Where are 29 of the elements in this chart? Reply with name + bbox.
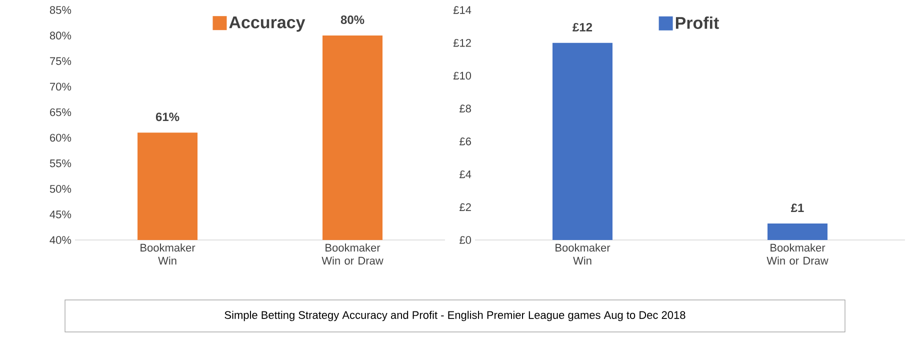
x-tick-label: Bookmaker Win bbox=[556, 244, 610, 264]
x-tick-label: Bookmaker Win bbox=[140, 244, 196, 264]
y-tick-label: 65% bbox=[50, 108, 72, 116]
y-tick-label: 85% bbox=[50, 6, 72, 14]
y-tick-label: 70% bbox=[50, 82, 72, 91]
y-tick-label: £4 bbox=[460, 170, 472, 178]
data-label: £1 bbox=[790, 204, 804, 212]
text: Simple Betting Strategy Accuracy and Profit - English Premier League games Aug to Dec 2018 bbox=[224, 310, 686, 322]
y-tick-label: 40% bbox=[50, 236, 72, 244]
y-tick-label: 75% bbox=[50, 57, 72, 65]
y-tick-label: £8 bbox=[460, 104, 471, 112]
y-tick-label: £2 bbox=[460, 203, 471, 211]
data-label: 80% bbox=[340, 16, 364, 24]
y-tick-label: 55% bbox=[50, 159, 72, 168]
x-tick-label: Bookmaker Win or Draw bbox=[322, 244, 384, 265]
data-label: £12 bbox=[572, 22, 592, 32]
y-tick-label: 80% bbox=[50, 32, 72, 40]
y-tick-label: 50% bbox=[50, 184, 72, 193]
y-tick-label: 45% bbox=[50, 210, 72, 218]
legend-label: Accuracy bbox=[229, 16, 306, 32]
y-tick-label: £0 bbox=[460, 236, 472, 244]
y-tick-label: £14 bbox=[453, 6, 472, 14]
legend-label: Profit bbox=[676, 16, 719, 29]
y-tick-label: £10 bbox=[453, 72, 472, 80]
data-label: 61% bbox=[156, 112, 180, 122]
y-tick-label: £12 bbox=[453, 39, 471, 47]
x-tick-label: Bookmaker Win or Draw bbox=[766, 244, 828, 265]
y-tick-label: £6 bbox=[460, 138, 471, 146]
y-tick-label: 60% bbox=[50, 134, 72, 142]
